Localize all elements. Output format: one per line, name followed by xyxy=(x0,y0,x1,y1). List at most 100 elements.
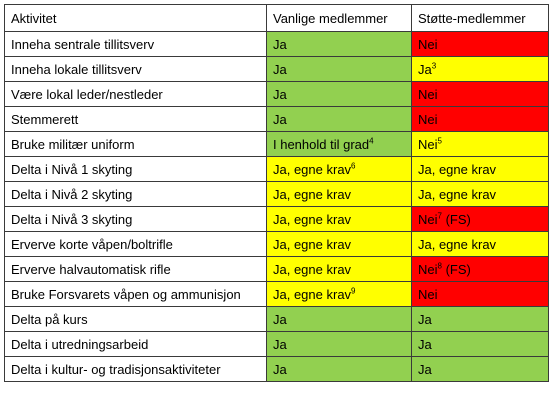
support-members-cell: Ja xyxy=(411,356,549,382)
support-members-cell: Ja3 xyxy=(411,56,549,82)
support-value: Ja, egne krav xyxy=(418,236,497,252)
header-row: Aktivitet Vanlige medlemmer Støtte-medle… xyxy=(4,4,549,32)
table-row: Delta i Nivå 2 skyting Ja, egne krav Ja, e… xyxy=(4,181,549,207)
regular-value: Ja, egne krav xyxy=(273,161,352,177)
support-value: Ja, egne krav xyxy=(418,186,497,202)
table-row: Delta på kurs Ja Ja xyxy=(4,306,549,332)
footnote-marker: 6 xyxy=(351,161,356,171)
regular-members-cell: Ja xyxy=(266,56,412,82)
support-value: Nei xyxy=(418,211,438,227)
support-members-cell: Ja, egne krav xyxy=(411,181,549,207)
table-row: Inneha sentrale tillitsverv Ja Nei xyxy=(4,31,549,57)
regular-value: Ja xyxy=(273,36,287,52)
regular-value: Ja, egne krav xyxy=(273,211,352,227)
regular-members-cell: Ja xyxy=(266,106,412,132)
support-value: Nei xyxy=(418,36,438,52)
support-members-cell: Nei xyxy=(411,106,549,132)
support-value: Nei xyxy=(418,286,438,302)
footnote-marker: 4 xyxy=(369,136,374,146)
support-members-cell: Nei xyxy=(411,31,549,57)
activity-cell: Stemmerett xyxy=(4,106,267,132)
header-support-members: Støtte-medlemmer xyxy=(411,4,549,32)
footnote-marker: 7 xyxy=(437,211,442,221)
regular-members-cell: Ja, egne krav9 xyxy=(266,281,412,307)
activity-cell: Være lokal leder/nestleder xyxy=(4,81,267,107)
regular-members-cell: Ja xyxy=(266,356,412,382)
regular-value: Ja, egne krav xyxy=(273,261,352,277)
activity-cell: Delta i Nivå 1 skyting xyxy=(4,156,267,182)
support-value-suffix: (FS) xyxy=(441,261,471,277)
support-members-cell: Ja xyxy=(411,331,549,357)
table-row: Erverve korte våpen/boltrifle Ja, egne kr… xyxy=(4,231,549,257)
regular-members-cell: Ja xyxy=(266,81,412,107)
support-value: Ja, egne krav xyxy=(418,161,497,177)
table-row: Være lokal leder/nestleder Ja Nei xyxy=(4,81,549,107)
support-members-cell: Ja, egne krav xyxy=(411,231,549,257)
support-members-cell: Nei xyxy=(411,281,549,307)
support-members-cell: Nei xyxy=(411,81,549,107)
table-row: Erverve halvautomatisk rifle Ja, egne kra… xyxy=(4,256,549,282)
support-value: Nei xyxy=(418,261,438,277)
regular-value: Ja xyxy=(273,86,287,102)
support-members-cell: Ja xyxy=(411,306,549,332)
activity-cell: Delta i utredningsarbeid xyxy=(4,331,267,357)
regular-value: Ja, egne krav xyxy=(273,286,352,302)
support-value-suffix: (FS) xyxy=(441,211,471,227)
support-value: Nei xyxy=(418,86,438,102)
regular-value: Ja xyxy=(273,311,287,327)
regular-value: I henhold til grad xyxy=(273,136,370,152)
support-members-cell: Nei5 xyxy=(411,131,549,157)
activity-cell: Erverve korte våpen/boltrifle xyxy=(4,231,267,257)
activity-cell: Delta i Nivå 3 skyting xyxy=(4,206,267,232)
regular-members-cell: Ja, egne krav xyxy=(266,231,412,257)
table-row: Delta i Nivå 3 skyting Ja, egne krav Nei7 … xyxy=(4,206,549,232)
footnote-marker: 3 xyxy=(431,61,437,71)
regular-members-cell: Ja, egne krav6 xyxy=(266,156,412,182)
header-activity: Aktivitet xyxy=(4,4,267,32)
regular-value: Ja xyxy=(273,61,287,77)
table-header: Aktivitet Vanlige medlemmer Støtte-medle… xyxy=(4,4,549,32)
support-members-cell: Nei7 (FS) xyxy=(411,206,549,232)
regular-members-cell: Ja xyxy=(266,331,412,357)
support-value: Ja xyxy=(418,361,432,377)
support-value: Ja xyxy=(418,311,432,327)
regular-value: Ja, egne krav xyxy=(273,236,352,252)
table-row: Inneha lokale tillitsverv Ja Ja3 xyxy=(4,56,549,82)
table-row: Delta i utredningsarbeid Ja Ja xyxy=(4,331,549,357)
table-row: Stemmerett Ja Nei xyxy=(4,106,549,132)
table-row: Bruke Forsvarets våpen og ammunisjon Ja, … xyxy=(4,281,549,307)
table-row: Bruke militær uniform I henhold til grad4… xyxy=(4,131,549,157)
table-row: Delta i Nivå 1 skyting Ja, egne krav6 Ja, … xyxy=(4,156,549,182)
activity-cell: Delta i kultur- og tradisjonsaktiviteter xyxy=(4,356,267,382)
regular-members-cell: Ja, egne krav xyxy=(266,206,412,232)
table-body: Inneha sentrale tillitsverv Ja Nei Inneha l… xyxy=(4,31,549,382)
activity-cell: Erverve halvautomatisk rifle xyxy=(4,256,267,282)
regular-members-cell: I henhold til grad4 xyxy=(266,131,412,157)
table-row: Delta i kultur- og tradisjonsaktiviteter… xyxy=(4,356,549,382)
regular-members-cell: Ja, egne krav xyxy=(266,256,412,282)
regular-value: Ja, egne krav xyxy=(273,186,352,202)
support-members-cell: Nei8 (FS) xyxy=(411,256,549,282)
activity-cell: Delta i Nivå 2 skyting xyxy=(4,181,267,207)
activity-cell: Inneha lokale tillitsverv xyxy=(4,56,267,82)
footnote-marker: 5 xyxy=(437,136,442,146)
support-value: Nei xyxy=(418,111,438,127)
footnote-marker: 8 xyxy=(437,261,442,271)
regular-value: Ja xyxy=(273,361,287,377)
support-value: Nei xyxy=(418,136,438,152)
header-regular-members: Vanlige medlemmer xyxy=(266,4,412,32)
activity-cell: Bruke Forsvarets våpen og ammunisjon xyxy=(4,281,267,307)
membership-rights-table: Aktivitet Vanlige medlemmer Støtte-medle… xyxy=(4,4,549,382)
regular-value: Ja xyxy=(273,336,287,352)
activity-cell: Delta på kurs xyxy=(4,306,267,332)
activity-cell: Bruke militær uniform xyxy=(4,131,267,157)
regular-members-cell: Ja xyxy=(266,31,412,57)
support-value: Ja xyxy=(418,61,432,77)
footnote-marker: 9 xyxy=(351,286,356,296)
regular-members-cell: Ja, egne krav xyxy=(266,181,412,207)
regular-value: Ja xyxy=(273,111,287,127)
activity-cell: Inneha sentrale tillitsverv xyxy=(4,31,267,57)
support-value: Ja xyxy=(418,336,432,352)
support-members-cell: Ja, egne krav xyxy=(411,156,549,182)
regular-members-cell: Ja xyxy=(266,306,412,332)
